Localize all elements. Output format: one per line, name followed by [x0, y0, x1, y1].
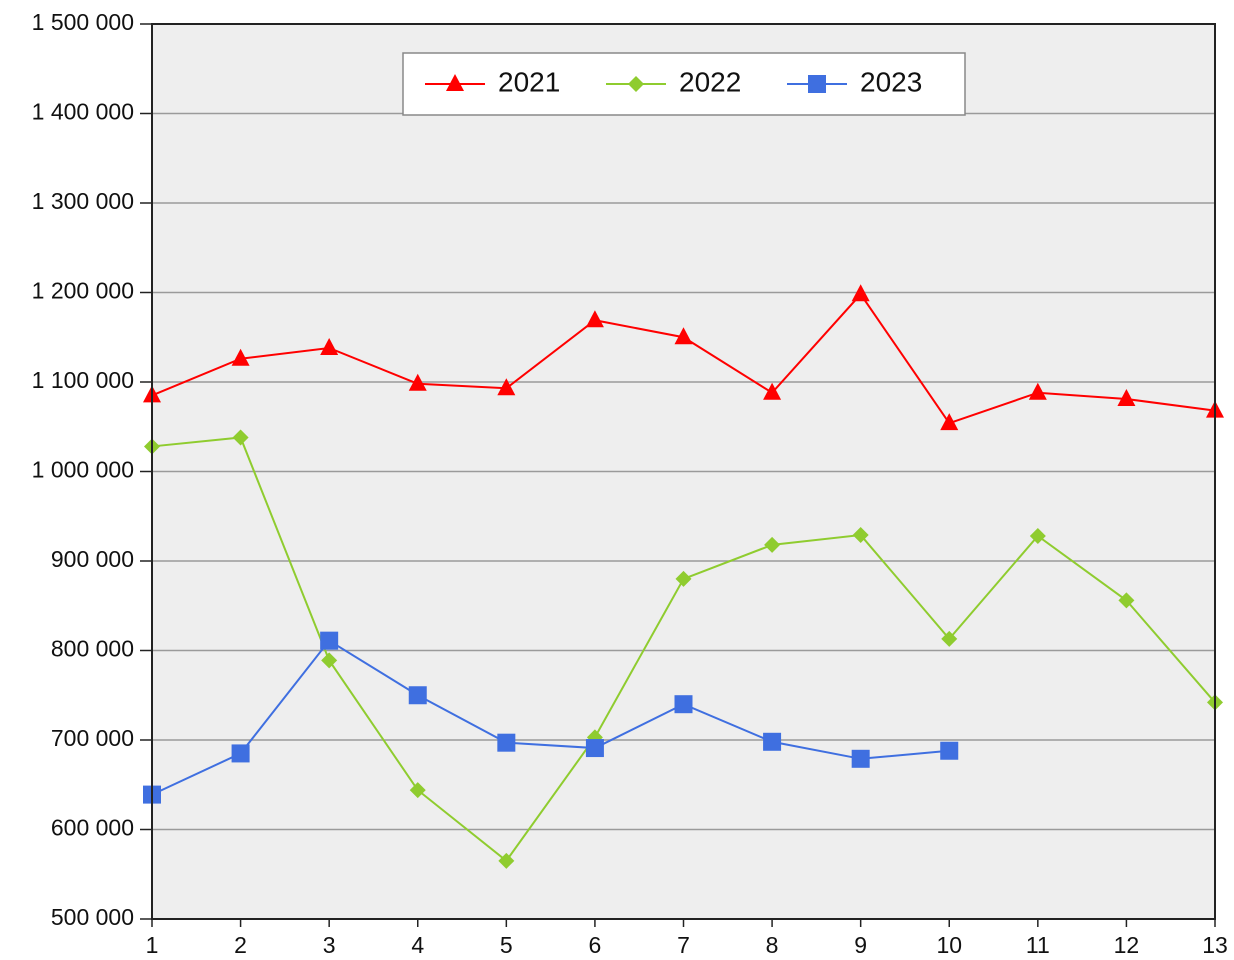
marker: [763, 382, 782, 400]
marker: [852, 527, 869, 544]
x-tick-label: 6: [589, 932, 602, 958]
marker: [320, 631, 339, 650]
marker: [585, 310, 604, 328]
marker: [941, 630, 958, 647]
marker: [446, 74, 464, 91]
y-tick-label: 800 000: [51, 636, 134, 662]
marker: [851, 749, 870, 768]
x-tick-label: 8: [766, 932, 779, 958]
y-tick-label: 1 400 000: [32, 99, 134, 125]
marker: [808, 75, 826, 93]
marker: [497, 733, 516, 752]
marker: [1028, 382, 1047, 400]
legend-label: 2022: [679, 66, 741, 97]
series-layer: [143, 284, 1224, 869]
marker: [628, 76, 644, 92]
marker: [231, 348, 250, 366]
marker: [232, 429, 249, 446]
x-tick-label: 1: [146, 932, 159, 958]
marker: [1117, 389, 1136, 407]
legend: 2021 2022 2023: [402, 52, 966, 116]
x-tick-label: 11: [1026, 932, 1050, 958]
marker: [763, 732, 782, 751]
marker: [585, 739, 604, 758]
x-tick-label: 5: [500, 932, 513, 958]
y-tick-label: 700 000: [51, 725, 134, 751]
marker: [675, 570, 692, 587]
x-tick-label: 2: [234, 932, 247, 958]
x-tick-label: 10: [936, 932, 962, 958]
legend-label: 2021: [498, 66, 560, 97]
x-tick-label: 4: [411, 932, 424, 958]
y-tick-label: 600 000: [51, 815, 134, 841]
marker: [408, 686, 427, 705]
marker: [940, 741, 959, 760]
marker: [321, 652, 338, 669]
x-tick-label: 13: [1202, 932, 1228, 958]
marker: [674, 695, 693, 714]
y-tick-label: 500 000: [51, 904, 134, 930]
series-line: [151, 639, 950, 796]
marker: [1118, 592, 1135, 609]
marker: [940, 413, 959, 431]
marker: [408, 373, 427, 391]
x-tick-label: 12: [1114, 932, 1140, 958]
marker: [231, 744, 250, 763]
marker: [320, 337, 339, 355]
y-tick-label: 1 500 000: [32, 9, 134, 35]
marker: [409, 782, 426, 799]
y-tick-label: 1 200 000: [32, 278, 134, 304]
marker: [674, 327, 693, 345]
marker: [851, 284, 870, 302]
marker: [764, 536, 781, 553]
y-tick-label: 900 000: [51, 546, 134, 572]
legend-box: [402, 52, 966, 116]
x-tick-label: 9: [854, 932, 867, 958]
legend-label: 2023: [860, 66, 922, 97]
marker: [497, 378, 516, 396]
marker: [498, 852, 515, 869]
y-tick-label: 1 300 000: [32, 188, 134, 214]
y-tick-label: 1 100 000: [32, 367, 134, 393]
marker: [1029, 527, 1046, 544]
x-tick-label: 7: [677, 932, 690, 958]
y-tick-label: 1 000 000: [32, 457, 134, 483]
x-tick-label: 3: [323, 932, 336, 958]
